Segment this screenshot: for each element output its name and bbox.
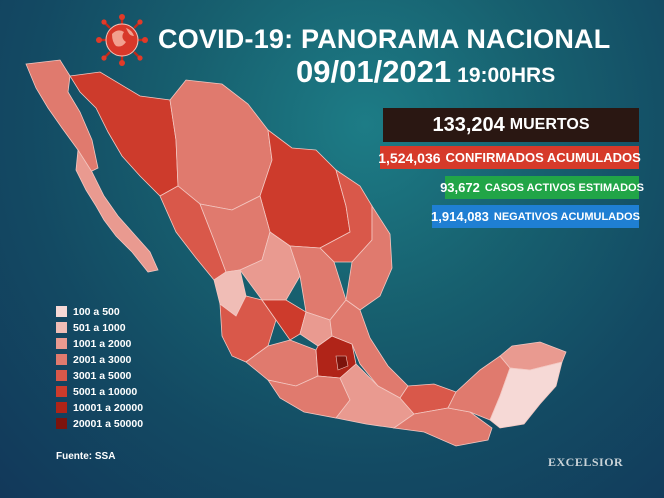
legend-item: 10001 a 20000 xyxy=(56,400,143,415)
legend-swatch xyxy=(56,322,67,333)
legend-label: 2001 a 3000 xyxy=(73,353,132,366)
legend-item: 501 a 1000 xyxy=(56,320,143,335)
confirmed-label: CONFIRMADOS ACUMULADOS xyxy=(445,150,641,165)
report-date: 09/01/2021 xyxy=(296,54,452,89)
legend-swatch xyxy=(56,386,67,397)
legend-swatch xyxy=(56,402,67,413)
legend-item: 3001 a 5000 xyxy=(56,368,143,383)
deaths-value: 133,204 xyxy=(432,113,505,136)
map-region-cdmx-core xyxy=(335,355,349,371)
confirmed-value: 1,524,036 xyxy=(378,149,441,166)
map-region-jalisco xyxy=(219,295,277,363)
legend-label: 10001 a 20000 xyxy=(73,401,144,414)
legend-swatch xyxy=(56,354,67,365)
legend-swatch xyxy=(56,306,67,317)
deaths-stat: 133,204 MUERTOS xyxy=(383,108,639,142)
legend-item: 2001 a 3000 xyxy=(56,352,143,367)
map-region-nuevo-leon xyxy=(319,169,373,263)
legend-swatch xyxy=(56,370,67,381)
legend-label: 1001 a 2000 xyxy=(73,337,132,350)
confirmed-stat: 1,524,036 CONFIRMADOS ACUMULADOS xyxy=(378,146,641,169)
report-time: 19:00HRS xyxy=(457,64,556,87)
negative-value: 1,914,083 xyxy=(431,209,489,224)
legend-label: 100 a 500 xyxy=(73,305,120,318)
negative-label: NEGATIVOS ACUMULADOS xyxy=(493,210,640,223)
legend-label: 501 a 1000 xyxy=(73,321,126,334)
active-label: CASOS ACTIVOS ESTIMADOS xyxy=(484,181,644,194)
legend-swatch xyxy=(56,338,67,349)
coronavirus-globe-icon xyxy=(96,14,148,66)
map-region-chihuahua xyxy=(169,79,273,211)
negative-stat: 1,914,083 NEGATIVOS ACUMULADOS xyxy=(431,205,640,228)
legend-item: 1001 a 2000 xyxy=(56,336,143,351)
map-region-coahuila xyxy=(259,129,351,249)
active-stat: 93,672 CASOS ACTIVOS ESTIMADOS xyxy=(440,176,644,199)
legend-swatch xyxy=(56,418,67,429)
brand-logo: EXCELSIOR xyxy=(548,455,624,469)
map-region-baja-california-sur xyxy=(75,148,159,273)
active-value: 93,672 xyxy=(440,180,480,195)
legend-item: 5001 a 10000 xyxy=(56,384,143,399)
legend-label: 5001 a 10000 xyxy=(73,385,138,398)
legend-item: 20001 a 50000 xyxy=(56,416,143,431)
map-region-quintana-roo xyxy=(489,361,563,429)
source-note: Fuente: SSA xyxy=(56,451,116,462)
legend: 100 a 500 501 a 1000 1001 a 2000 2001 a … xyxy=(56,304,143,432)
deaths-label: MUERTOS xyxy=(509,116,590,133)
map-region-guerrero xyxy=(267,375,351,419)
legend-label: 3001 a 5000 xyxy=(73,369,132,382)
legend-item: 100 a 500 xyxy=(56,304,143,319)
legend-label: 20001 a 50000 xyxy=(73,417,144,430)
date-time: 09/01/2021 19:00HRS xyxy=(296,54,555,90)
page-title: COVID-19: PANORAMA NACIONAL xyxy=(158,24,611,54)
